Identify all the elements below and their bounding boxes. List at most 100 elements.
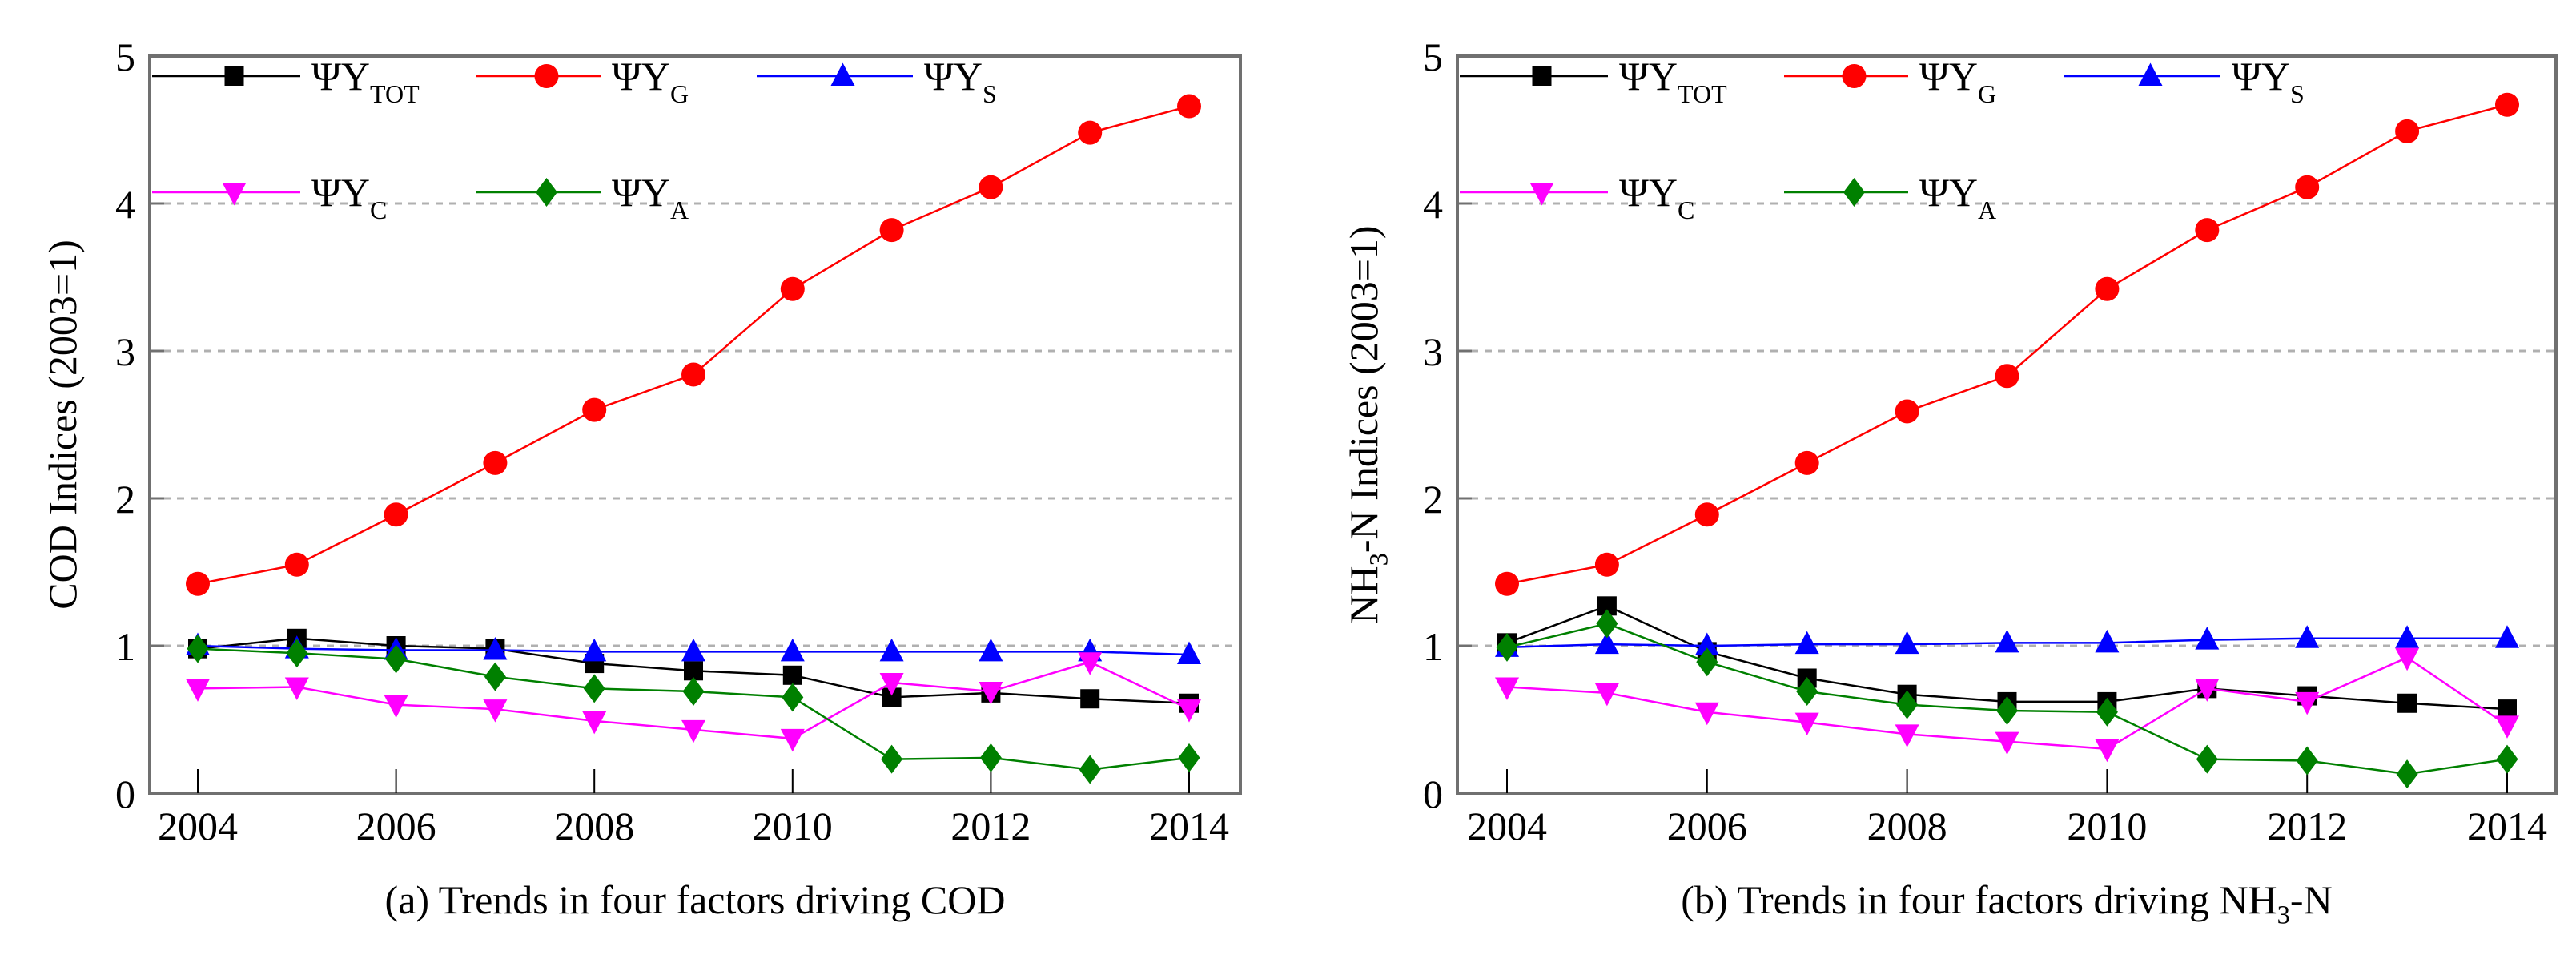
legend-subscript: C [370, 195, 387, 224]
series-g [1495, 92, 2519, 596]
data-point [780, 276, 805, 301]
subscript: 3 [2277, 901, 2290, 930]
legend-subscript: S [2290, 79, 2305, 108]
legend-name: ΨY [1619, 170, 1678, 215]
legend-label: ΨYTOT [311, 54, 420, 108]
subscript: 3 [1365, 553, 1394, 566]
legend-label: ΨYC [311, 170, 387, 224]
data-point [2295, 175, 2320, 199]
data-point [879, 673, 904, 696]
data-point [1794, 712, 1819, 736]
x-tick-label: 2014 [1149, 804, 1229, 848]
data-point [2095, 739, 2120, 763]
data-point [2196, 744, 2218, 774]
legend-name: ΨY [311, 170, 370, 215]
data-point [1895, 399, 1919, 424]
text-part: NH [1341, 566, 1386, 623]
legend-subscript: C [1678, 195, 1694, 224]
data-point [2095, 629, 2120, 653]
data-point [1078, 120, 1103, 145]
data-point [2195, 218, 2220, 243]
text-part: -N Indices (2003=1) [1341, 225, 1386, 553]
x-tick-label: 2008 [1867, 804, 1947, 848]
data-point [1895, 724, 1919, 747]
data-point [1495, 571, 1519, 596]
legend-marker [830, 62, 855, 86]
legend-label: ΨYG [1919, 54, 1996, 108]
legend-subscript: A [1978, 195, 1996, 224]
legend-label: ΨYA [1919, 170, 1996, 224]
plot-frame [1456, 54, 2558, 795]
data-point [2395, 647, 2420, 671]
legend-label: ΨYA [612, 170, 689, 224]
y-tick-label: 1 [1423, 624, 1443, 669]
x-tick-label: 2006 [1667, 804, 1747, 848]
data-point [186, 571, 210, 596]
legend-label: ΨYC [1619, 170, 1694, 224]
data-point [484, 662, 506, 691]
data-point [1596, 609, 1618, 639]
data-point [2495, 92, 2519, 117]
data-point [1178, 743, 1200, 772]
data-point [384, 695, 408, 719]
data-point [2495, 715, 2519, 739]
x-tick-label: 2010 [2067, 804, 2147, 848]
y-axis-label: NH3-N Indices (2003=1) [1341, 225, 1394, 623]
legend-item-c: ΨYC [152, 170, 387, 224]
data-point [2495, 625, 2519, 648]
legend-marker [2138, 62, 2163, 86]
data-point [979, 638, 1003, 662]
legend-name: ΨY [311, 54, 370, 99]
data-point [1496, 632, 1518, 662]
data-point [1495, 677, 1519, 701]
data-point [2295, 625, 2320, 648]
data-point [582, 711, 607, 735]
data-point [1594, 683, 1619, 707]
series-s [1495, 625, 2519, 657]
legend-marker [222, 183, 247, 206]
panel-caption: (b) Trends in four factors driving NH3-N [1681, 877, 2332, 930]
data-point [681, 638, 705, 662]
y-axis-label: COD Indices (2003=1) [40, 240, 85, 609]
panel-caption: (a) Trends in four factors driving COD [385, 877, 1006, 922]
legend-name: ΨY [1919, 170, 1978, 215]
data-point [2498, 699, 2517, 719]
series-a [187, 634, 1200, 784]
data-point [2295, 691, 2320, 715]
series-s [186, 632, 1201, 665]
y-tick-label: 5 [115, 34, 135, 79]
data-point [1694, 632, 1719, 655]
data-point [681, 719, 705, 743]
data-point [979, 175, 1003, 199]
data-point [1694, 502, 1719, 527]
data-point [2396, 759, 2418, 789]
legend-subscript: TOT [1678, 79, 1727, 108]
data-point [187, 634, 209, 663]
y-tick-label: 4 [1423, 182, 1443, 227]
data-point [1995, 364, 2019, 389]
legend-label: ΨYS [2232, 54, 2305, 108]
plot-frame [148, 54, 1242, 795]
legend-name: ΨY [612, 54, 670, 99]
data-point [483, 637, 508, 660]
data-point [682, 677, 705, 707]
legend-subscript: A [670, 195, 689, 224]
data-point [780, 728, 805, 752]
data-point [1794, 450, 1819, 475]
data-point [1078, 652, 1103, 675]
legend-subscript: G [670, 79, 689, 108]
legend-label: ΨYG [612, 54, 689, 108]
legend-subscript: G [1978, 79, 1996, 108]
y-axis-label-group: COD Indices (2003=1) [40, 240, 85, 609]
y-tick-label: 2 [115, 477, 135, 522]
legend-name: ΨY [1619, 54, 1678, 99]
data-point [1694, 702, 1719, 726]
data-point [1177, 699, 1201, 723]
data-point [780, 638, 805, 662]
legend-marker [1843, 178, 1865, 207]
data-point [979, 682, 1003, 705]
y-tick-label: 5 [1423, 34, 1443, 79]
data-point [2096, 697, 2118, 727]
